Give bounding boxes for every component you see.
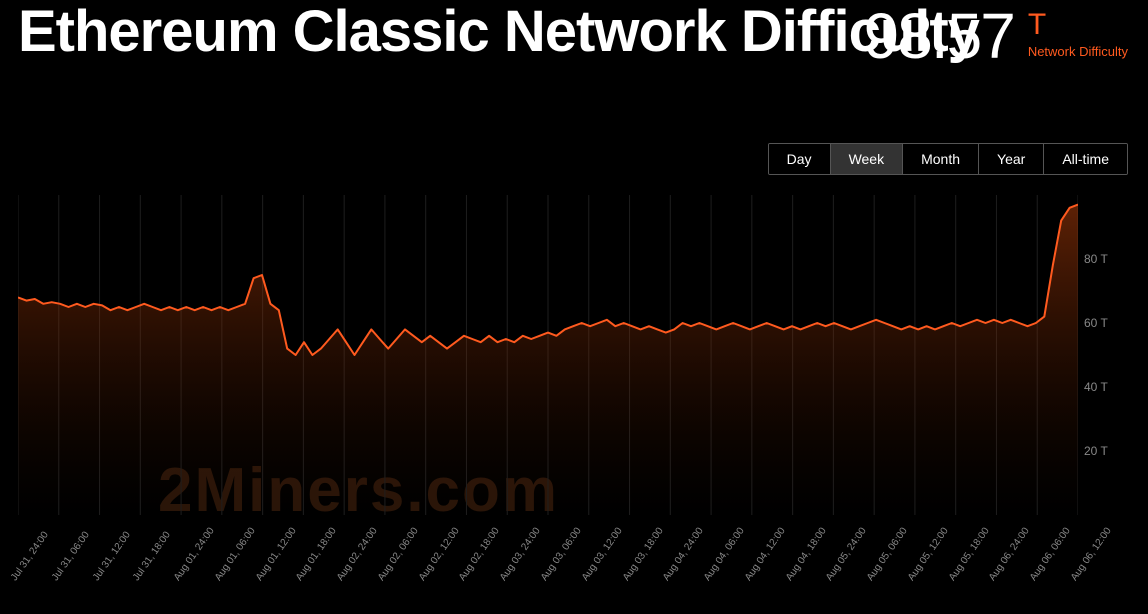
metric-value: 98.57: [864, 4, 1014, 68]
x-tick-label: Aug 04, 12:00: [743, 526, 788, 583]
x-tick-label: Jul 31, 12:00: [91, 530, 133, 583]
x-tick-label: Aug 02, 06:00: [376, 526, 421, 583]
x-tick-label: Aug 01, 06:00: [213, 526, 258, 583]
difficulty-chart: [18, 195, 1078, 515]
x-tick-label: Aug 03, 24:00: [498, 526, 543, 583]
y-axis: 20 T 40 T 60 T 80 T: [1084, 195, 1128, 515]
x-tick-label: Aug 04, 18:00: [784, 526, 829, 583]
metric-block: 98.57 T Network Difficulty: [864, 4, 1128, 68]
range-tabs: DayWeekMonthYearAll-time: [768, 143, 1128, 175]
metric-label: Network Difficulty: [1028, 44, 1128, 59]
y-tick-label: 80 T: [1084, 252, 1128, 266]
x-tick-label: Aug 03, 18:00: [621, 526, 666, 583]
metric-unit-block: T Network Difficulty: [1028, 10, 1128, 59]
x-tick-label: Aug 01, 24:00: [172, 526, 217, 583]
x-tick-label: Aug 06, 12:00: [1069, 526, 1114, 583]
x-tick-label: Aug 05, 12:00: [906, 526, 951, 583]
tab-week[interactable]: Week: [831, 144, 904, 174]
x-tick-label: Aug 04, 06:00: [702, 526, 747, 583]
x-tick-label: Aug 03, 06:00: [539, 526, 584, 583]
x-tick-label: Aug 06, 24:00: [987, 526, 1032, 583]
x-tick-label: Aug 03, 12:00: [580, 526, 625, 583]
x-tick-label: Jul 31, 18:00: [131, 530, 173, 583]
dashboard: Ethereum Classic Network Difficulty 98.5…: [0, 0, 1148, 614]
x-tick-label: Jul 31, 06:00: [50, 530, 92, 583]
tab-month[interactable]: Month: [903, 144, 979, 174]
y-tick-label: 60 T: [1084, 316, 1128, 330]
x-tick-label: Aug 05, 24:00: [824, 526, 869, 583]
x-tick-label: Aug 01, 12:00: [254, 526, 299, 583]
chart-area: 2Miners.com 20 T40 T60 T80 T Jul 31, 24:…: [18, 195, 1128, 595]
y-tick-label: 40 T: [1084, 380, 1128, 394]
metric-unit: T: [1028, 10, 1046, 40]
tab-day[interactable]: Day: [769, 144, 831, 174]
x-tick-label: Aug 06, 06:00: [1028, 526, 1073, 583]
x-axis: Jul 31, 24:00Jul 31, 06:00Jul 31, 12:00J…: [18, 515, 1078, 593]
x-tick-label: Aug 05, 06:00: [865, 526, 910, 583]
page-title: Ethereum Classic Network Difficulty: [18, 2, 979, 63]
y-tick-label: 20 T: [1084, 444, 1128, 458]
x-tick-label: Aug 05, 18:00: [947, 526, 992, 583]
x-tick-label: Jul 31, 24:00: [9, 530, 51, 583]
tab-year[interactable]: Year: [979, 144, 1044, 174]
x-tick-label: Aug 04, 24:00: [661, 526, 706, 583]
x-tick-label: Aug 02, 12:00: [417, 526, 462, 583]
x-tick-label: Aug 02, 24:00: [335, 526, 380, 583]
x-tick-label: Aug 01, 18:00: [294, 526, 339, 583]
x-tick-label: Aug 02, 18:00: [457, 526, 502, 583]
tab-alltime[interactable]: All-time: [1044, 144, 1127, 174]
